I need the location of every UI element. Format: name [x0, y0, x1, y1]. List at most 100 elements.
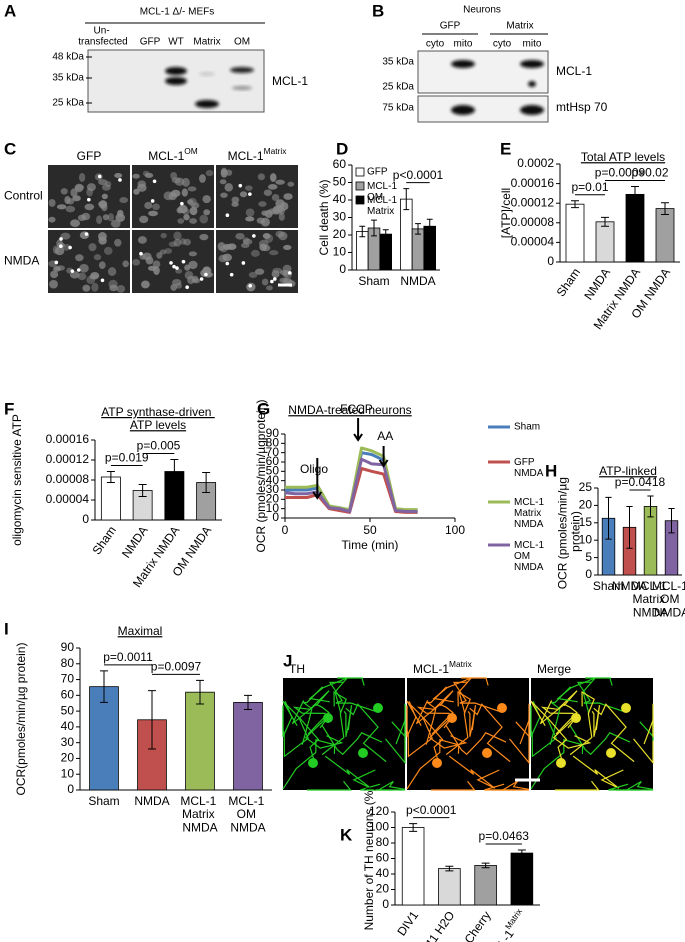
nucleus — [101, 184, 111, 191]
error-bar — [517, 849, 526, 857]
nucleus — [187, 199, 194, 205]
lane-label: cyto — [493, 39, 512, 50]
neurite — [432, 677, 472, 714]
nucleus — [242, 238, 253, 245]
nucleus — [163, 191, 174, 201]
text-line: Matrix — [633, 592, 669, 606]
bright-nucleus — [152, 179, 157, 184]
x-tick-label: mCherry — [456, 909, 494, 942]
y-tick-label: 40 — [333, 192, 347, 206]
text-line: NMDA — [514, 519, 544, 530]
nucleus — [148, 210, 158, 217]
nucleus — [183, 214, 190, 221]
text-line: OM — [184, 146, 198, 156]
bright-nucleus — [248, 192, 252, 196]
bright-nucleus — [68, 245, 72, 250]
error-bar — [170, 459, 179, 484]
nucleus — [235, 232, 245, 240]
text-line: NMDA — [514, 468, 544, 479]
y-tick-label: 120 — [369, 804, 389, 818]
y-tick-label: 10 — [579, 532, 593, 546]
error-bar — [196, 679, 204, 705]
error-bar — [202, 472, 211, 493]
neurite — [395, 703, 406, 745]
y-tick-label: 10 — [333, 245, 347, 259]
y-tick-label: 60 — [266, 454, 280, 468]
error-bar — [415, 223, 421, 235]
y-tick-label: 50 — [61, 703, 75, 717]
nucleus — [283, 193, 293, 200]
bright-nucleus — [59, 237, 63, 241]
y-tick-label: 0.00008 — [511, 215, 555, 229]
lane-label: Un- transfected — [78, 25, 127, 47]
nucleus — [107, 213, 115, 222]
legend-label: MCL-1 OM NMDA — [514, 540, 547, 573]
bright-nucleus — [225, 261, 230, 266]
text-line: MCL-1 — [631, 579, 670, 593]
group-label: GFP — [440, 21, 461, 32]
bright-nucleus — [97, 174, 102, 179]
bright-nucleus — [287, 271, 292, 275]
nucleus — [278, 212, 285, 221]
lane-label: mito — [523, 39, 542, 50]
nucleus — [98, 261, 106, 269]
nucleus — [275, 206, 286, 215]
y-tick-label: 100 — [369, 820, 389, 834]
neurite — [360, 783, 405, 791]
column-label: MCL-1OM — [148, 146, 198, 163]
error-bar — [668, 508, 675, 534]
chart-title: ATP-linked — [599, 464, 657, 478]
soma — [621, 703, 631, 713]
error-bar — [661, 202, 669, 215]
bright-nucleus — [185, 285, 189, 290]
p-value: p=0.005 — [137, 439, 181, 453]
y-tick-label: 0.0002 — [517, 156, 554, 170]
lane-label: GFP — [140, 37, 161, 48]
p-value: p=0.0418 — [615, 475, 666, 489]
nucleus — [159, 249, 167, 255]
legend-label: MCL-1 OM — [367, 181, 400, 203]
soma — [571, 713, 581, 723]
legend-label: GFP — [367, 167, 388, 178]
text-line: MCL-1 — [367, 195, 400, 206]
nucleus — [282, 264, 292, 273]
nucleus — [101, 193, 108, 200]
soma — [556, 758, 566, 768]
error-bar — [371, 219, 377, 237]
soma — [373, 703, 383, 713]
nucleus — [62, 243, 71, 251]
neurite — [324, 755, 376, 789]
nucleus — [114, 173, 123, 179]
bar — [510, 852, 534, 906]
micrograph — [283, 678, 405, 790]
error-bar — [631, 186, 639, 203]
marker-label: 25 kDa — [382, 82, 414, 93]
nucleus — [144, 201, 153, 210]
bar — [438, 868, 461, 906]
nucleus — [60, 232, 71, 240]
legend-label: MCL-1 Matrix NMDA — [514, 497, 547, 530]
y-axis-label: [ATP]/cell — [499, 188, 513, 238]
neurite — [576, 681, 623, 712]
bright-nucleus — [70, 269, 75, 273]
text-line: MCL-1 — [413, 662, 449, 676]
nucleus — [199, 214, 209, 224]
y-tick-label: 80 — [266, 436, 280, 450]
y-tick-label: 10 — [61, 766, 75, 780]
nucleus — [177, 218, 185, 224]
y-tick-label: 0.00004 — [46, 492, 90, 506]
nucleus — [199, 233, 209, 241]
bright-nucleus — [76, 268, 81, 272]
error-bar — [571, 200, 579, 209]
x-tick-label: MCL-1 OM NMDA — [228, 794, 267, 834]
nucleus — [132, 173, 140, 179]
neurite — [406, 700, 444, 763]
x-axis-label: Time (min) — [342, 538, 399, 552]
p-value: p=0.01 — [571, 180, 608, 194]
lane-label: Matrix — [193, 37, 220, 48]
nucleus — [224, 183, 234, 192]
error-bar — [445, 865, 454, 872]
nucleus — [170, 172, 178, 180]
nucleus — [254, 268, 265, 275]
error-bar — [601, 216, 609, 227]
